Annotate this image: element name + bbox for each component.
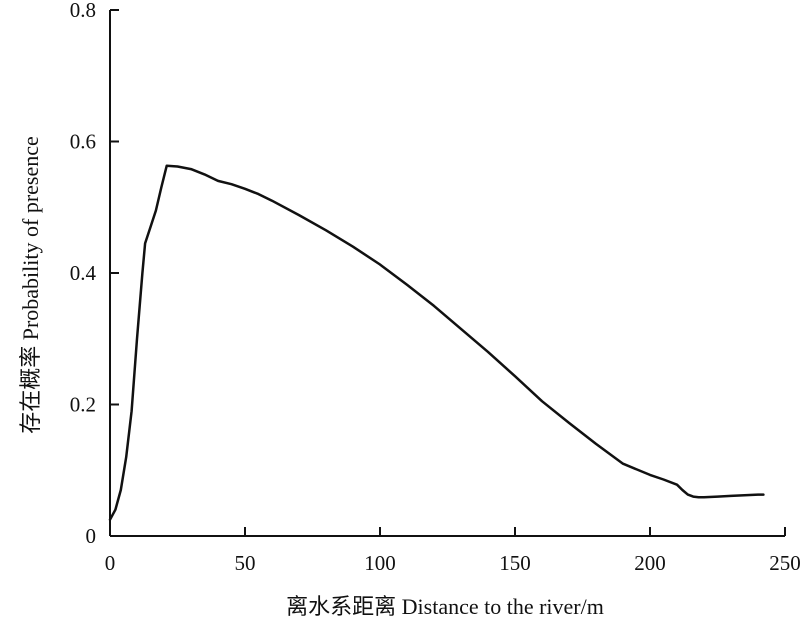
series-group [108, 164, 765, 521]
x-tick-label: 250 [769, 551, 800, 575]
y-tick-label: 0.8 [70, 0, 96, 22]
x-tick-label: 50 [235, 551, 256, 575]
axes [109, 9, 786, 537]
tick-labels: 0 50 100 150 200 250 0 0.2 0.4 0.6 0.8 [70, 0, 800, 575]
y-tick-label: 0 [86, 524, 97, 548]
x-tick-label: 150 [499, 551, 531, 575]
x-axis-title: 离水系距离 Distance to the river/m [286, 594, 604, 619]
x-tick-label: 0 [105, 551, 116, 575]
series-line [108, 164, 765, 521]
y-tick-label: 0.2 [70, 393, 96, 417]
y-axis-title: 存在概率 Probability of presence [18, 136, 43, 434]
x-tick-label: 200 [634, 551, 666, 575]
y-tick-label: 0.4 [70, 261, 97, 285]
x-tick-label: 100 [364, 551, 396, 575]
y-tick-label: 0.6 [70, 130, 96, 154]
